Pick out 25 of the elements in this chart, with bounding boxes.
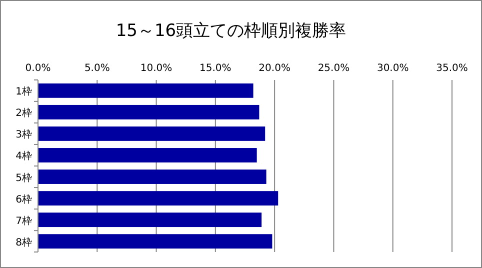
y-tick-label: 2枠 xyxy=(16,107,32,120)
bar xyxy=(38,234,272,249)
x-tick-label: 0.0% xyxy=(25,63,51,74)
bar xyxy=(38,83,254,98)
y-tick-label: 4枠 xyxy=(16,150,32,162)
x-tick-label: 30.0% xyxy=(376,63,409,74)
y-tick-label: 8枠 xyxy=(16,236,32,248)
x-tick-label: 20.0% xyxy=(258,63,290,74)
bar xyxy=(38,170,266,184)
bar xyxy=(38,104,260,120)
x-tick-label: 10.0% xyxy=(140,63,172,74)
x-tick-label: 35.0% xyxy=(436,63,468,74)
chart-title: 15～16頭立ての枠順別複勝率 xyxy=(116,21,346,41)
bar xyxy=(38,212,262,228)
x-tick-label: 15.0% xyxy=(200,63,232,74)
y-tick-label: 3枠 xyxy=(16,128,32,141)
bar xyxy=(38,148,257,162)
x-tick-label: 25.0% xyxy=(318,63,350,74)
y-tick-label: 6枠 xyxy=(16,193,32,206)
bar xyxy=(38,126,266,141)
y-tick-label: 5枠 xyxy=(16,172,32,184)
bar xyxy=(38,191,278,206)
y-tick-label: 1枠 xyxy=(16,86,32,98)
y-tick-label: 7枠 xyxy=(16,214,32,227)
x-tick-label: 5.0% xyxy=(84,63,110,74)
